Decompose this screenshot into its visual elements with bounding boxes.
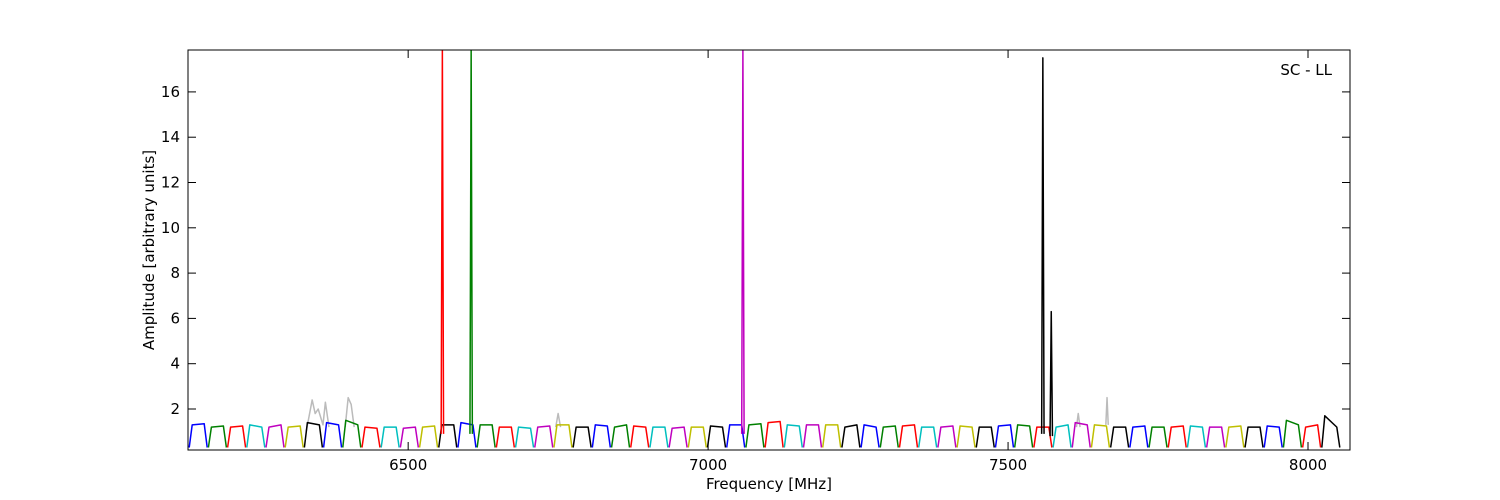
- spectrum-line: [1071, 421, 1091, 448]
- y-axis-label: Amplitude [arbitrary units]: [140, 150, 158, 350]
- spectrum-line: [555, 412, 562, 428]
- spectrum-line: [668, 426, 688, 448]
- spectrum-line: [440, 50, 445, 434]
- spectrum-line: [1301, 424, 1322, 448]
- y-tick-label: 6: [170, 309, 180, 327]
- spectrum-line: [1013, 424, 1034, 448]
- y-tick-label: 8: [170, 264, 180, 282]
- spectrum-line: [917, 426, 938, 448]
- spectrum-line: [841, 424, 861, 448]
- spectrum-line: [687, 426, 708, 448]
- spectrum-line: [226, 425, 247, 448]
- y-tick-label: 2: [170, 400, 180, 418]
- spectrum-line: [898, 424, 919, 448]
- spectrum-line: [802, 424, 823, 448]
- spectrum-line: [1167, 425, 1187, 448]
- spectrum-line: [322, 421, 343, 448]
- spectrum-line: [1129, 425, 1149, 448]
- x-axis-label: Frequency [MHz]: [706, 475, 832, 493]
- spectrum-line: [994, 424, 1015, 448]
- x-tick-label: 7000: [689, 456, 727, 474]
- plot-area: [188, 50, 1341, 448]
- spectrum-line: [469, 50, 474, 434]
- spectrum-line: [740, 50, 745, 434]
- spectrum-line: [514, 426, 535, 448]
- spectrum-line: [265, 424, 285, 448]
- spectrum-line: [706, 425, 727, 448]
- spectrum-line: [1244, 426, 1264, 448]
- spectrum-line: [649, 426, 669, 448]
- spectrum-line: [629, 425, 650, 448]
- spectrum-line: [1090, 424, 1111, 448]
- plot-frame: [187, 49, 1351, 451]
- spectrum-line: [1148, 426, 1168, 448]
- spectrum-line: [207, 425, 228, 448]
- spectrum-line: [860, 424, 880, 448]
- spectrum-line: [380, 426, 400, 448]
- spectrum-line: [1040, 57, 1045, 434]
- y-tick-label: 14: [161, 128, 180, 146]
- spectrum-line: [1205, 426, 1226, 448]
- spectrum-line: [610, 424, 631, 448]
- spectrum-line: [821, 424, 842, 448]
- spectrum-line: [303, 421, 324, 448]
- spectrum-line: [764, 420, 784, 448]
- y-tick-label: 12: [161, 174, 180, 192]
- y-tick-label: 4: [170, 355, 180, 373]
- spectrum-line: [457, 421, 477, 448]
- spectrum-line: [495, 426, 516, 448]
- spectrum-line: [1049, 310, 1054, 437]
- spectrum-line: [975, 426, 996, 448]
- spectrum-line: [284, 425, 304, 448]
- spectrum-line: [725, 424, 746, 448]
- spectrum-line: [1282, 419, 1303, 448]
- spectrum-line: [361, 426, 381, 448]
- annotation: SC - LL: [1280, 61, 1332, 79]
- spectrum-line: [1105, 396, 1109, 425]
- spectrum-line: [879, 425, 900, 448]
- spectrum-line: [305, 399, 330, 432]
- x-tick-label: 8000: [1289, 456, 1327, 474]
- spectrum-line: [956, 425, 976, 448]
- spectrum-line: [533, 425, 554, 448]
- spectrum-line: [937, 425, 957, 448]
- spectrum-line: [399, 426, 420, 448]
- spectrum-line: [1033, 426, 1053, 448]
- spectrum-line: [553, 424, 573, 448]
- spectrum-line: [1109, 426, 1130, 448]
- spectrum-line: [344, 396, 355, 428]
- y-tick-label: 10: [161, 219, 180, 237]
- y-tick-label: 16: [161, 83, 180, 101]
- spectrum-line: [476, 424, 496, 448]
- spectrum-line: [783, 424, 804, 448]
- spectrum-line: [438, 424, 458, 448]
- spectrum-line: [1186, 425, 1207, 448]
- spectrum-line: [591, 424, 612, 448]
- x-tick-label: 6500: [389, 456, 427, 474]
- x-tick-label: 7500: [989, 456, 1027, 474]
- spectrum-line: [1052, 424, 1072, 448]
- spectrum-line: [572, 426, 592, 448]
- spectrum-line: [188, 422, 208, 448]
- spectrum-line: [1263, 425, 1283, 448]
- spectrum-line: [745, 422, 765, 448]
- spectrum-line: [342, 419, 362, 448]
- spectrum-line: [418, 425, 439, 448]
- spectrum-line: [1225, 425, 1245, 448]
- spectrum-line: [246, 424, 266, 448]
- spectrum-line: [1321, 415, 1341, 448]
